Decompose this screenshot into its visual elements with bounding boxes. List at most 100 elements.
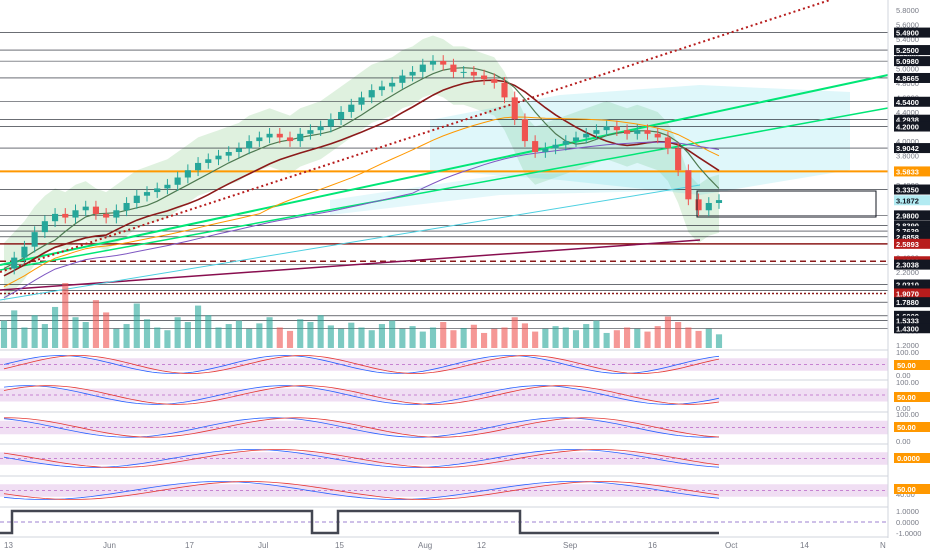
candle-body[interactable] bbox=[327, 119, 334, 127]
candle-body[interactable] bbox=[215, 155, 222, 160]
candle-body[interactable] bbox=[41, 221, 48, 233]
volume-bar bbox=[460, 328, 467, 348]
candle-body[interactable] bbox=[429, 60, 437, 65]
volume-bar bbox=[113, 328, 120, 348]
candle-body[interactable] bbox=[297, 133, 304, 142]
candle-body[interactable] bbox=[583, 133, 590, 138]
candle-body[interactable] bbox=[164, 184, 171, 189]
candle-body[interactable] bbox=[103, 213, 110, 218]
candle-body[interactable] bbox=[143, 192, 151, 196]
candle-body[interactable] bbox=[235, 148, 242, 153]
candle-body[interactable] bbox=[21, 246, 28, 258]
candle-body[interactable] bbox=[399, 75, 406, 83]
candle-body[interactable] bbox=[123, 202, 130, 211]
candle-body[interactable] bbox=[266, 133, 273, 138]
price-badge-label: 1.9070 bbox=[896, 290, 919, 299]
candle-body[interactable] bbox=[450, 64, 457, 72]
candle-body[interactable] bbox=[368, 90, 375, 98]
volume-bar bbox=[705, 328, 712, 348]
candle-body[interactable] bbox=[113, 210, 120, 218]
candle-body[interactable] bbox=[705, 202, 712, 211]
candle-body[interactable] bbox=[133, 195, 140, 203]
volume-bar bbox=[654, 326, 661, 348]
price-badge-label: 5.4900 bbox=[896, 29, 919, 38]
volume-bar bbox=[532, 331, 539, 348]
volume-bar bbox=[603, 332, 610, 348]
oscillator-badge bbox=[894, 422, 930, 432]
candle-body[interactable] bbox=[654, 133, 661, 138]
candle-body[interactable] bbox=[338, 111, 345, 120]
candle-body[interactable] bbox=[715, 200, 723, 203]
candle-body[interactable] bbox=[307, 130, 314, 134]
moving-averages bbox=[3, 67, 720, 299]
candle-body[interactable] bbox=[72, 210, 79, 218]
candle-body[interactable] bbox=[286, 137, 294, 142]
candle-body[interactable] bbox=[154, 188, 161, 193]
candle-body[interactable] bbox=[664, 137, 671, 149]
price-badge bbox=[894, 166, 930, 177]
candle-body[interactable] bbox=[348, 104, 355, 112]
candle-body[interactable] bbox=[552, 144, 559, 149]
candle-body[interactable] bbox=[695, 199, 702, 211]
candle-body[interactable] bbox=[82, 206, 89, 211]
candle-body[interactable] bbox=[11, 257, 18, 269]
candle-body[interactable] bbox=[613, 126, 620, 131]
candle-body[interactable] bbox=[195, 162, 202, 171]
candle-body[interactable] bbox=[92, 206, 99, 214]
selection-rectangle[interactable] bbox=[696, 190, 877, 218]
candle-body[interactable] bbox=[62, 213, 69, 218]
candle-body[interactable] bbox=[542, 148, 549, 153]
candle-body[interactable] bbox=[481, 75, 488, 80]
candle-body[interactable] bbox=[409, 71, 416, 76]
price-badge bbox=[894, 27, 930, 38]
candle-body[interactable] bbox=[174, 177, 181, 185]
candle-body[interactable] bbox=[644, 130, 651, 134]
candle-body[interactable] bbox=[593, 130, 600, 134]
candle-body[interactable] bbox=[31, 232, 38, 247]
volume-bar bbox=[327, 325, 334, 348]
long-ma-line bbox=[0, 184, 701, 301]
candle-body[interactable] bbox=[511, 97, 518, 120]
volume-bar bbox=[256, 323, 263, 348]
candle-body[interactable] bbox=[440, 60, 447, 65]
candle-body[interactable] bbox=[603, 126, 610, 131]
candle-body[interactable] bbox=[225, 152, 232, 156]
volume-bar bbox=[429, 327, 437, 348]
candle-body[interactable] bbox=[378, 86, 385, 91]
time-tick-label: Sep bbox=[563, 541, 578, 550]
candle-body[interactable] bbox=[572, 137, 580, 142]
candle-body[interactable] bbox=[501, 82, 508, 98]
candle-body[interactable] bbox=[246, 141, 253, 149]
candle-body[interactable] bbox=[460, 71, 467, 73]
candle-body[interactable] bbox=[256, 137, 263, 142]
candle-body[interactable] bbox=[419, 64, 426, 72]
price-tick-label: 4.4000 bbox=[896, 108, 919, 117]
candle-body[interactable] bbox=[317, 126, 324, 131]
candle-body[interactable] bbox=[184, 170, 191, 178]
candle-body[interactable] bbox=[389, 82, 396, 87]
time-axis[interactable]: 13 Jun 17 Jul 15 Aug 12 Sep 16 Oct 14 N bbox=[4, 541, 886, 550]
candles[interactable] bbox=[11, 55, 723, 275]
candle-body[interactable] bbox=[532, 141, 539, 153]
candle-body[interactable] bbox=[634, 130, 641, 134]
candle-body[interactable] bbox=[521, 119, 528, 142]
candle-body[interactable] bbox=[562, 141, 569, 145]
candle-body[interactable] bbox=[205, 159, 212, 163]
candle-body[interactable] bbox=[52, 213, 59, 222]
cyan-lower-cloud bbox=[330, 170, 700, 215]
candle-body[interactable] bbox=[675, 148, 682, 171]
oscillator-tick-label: 100.00 bbox=[896, 348, 919, 357]
candle-body[interactable] bbox=[358, 97, 365, 105]
candle-body[interactable] bbox=[491, 79, 498, 83]
candle-body[interactable] bbox=[276, 133, 283, 138]
volume-bar bbox=[195, 305, 202, 348]
volume-bar bbox=[143, 319, 151, 348]
volume-bars bbox=[0, 283, 723, 348]
volume-bar bbox=[552, 326, 559, 348]
candle-body[interactable] bbox=[470, 71, 477, 76]
price-badge bbox=[894, 288, 930, 299]
candle-body[interactable] bbox=[685, 170, 692, 200]
candle-body[interactable] bbox=[624, 130, 631, 134]
